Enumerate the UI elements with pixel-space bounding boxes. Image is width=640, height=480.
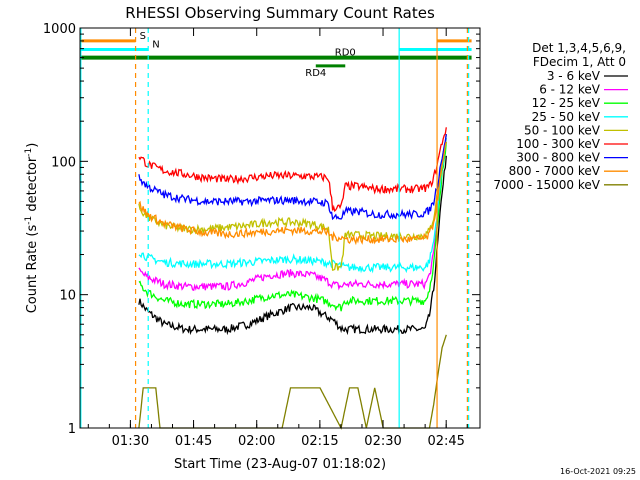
y-label-sup1: -1 (24, 216, 34, 225)
series-line-8 (138, 141, 447, 246)
legend-label-1: 3 - 6 keV (547, 69, 601, 83)
legend-label-7: 300 - 800 keV (516, 151, 600, 165)
flag-label-rd4: RD4 (305, 68, 326, 79)
legend-header-line-1: Det 1,3,4,5,6,9, (532, 41, 626, 55)
plot-frame (79, 27, 481, 429)
axes: 01:30 01:45 02:00 02:15 02:30 02:45 1 10 100 1000 (43, 22, 480, 449)
x-tick-label-1: 01:30 (112, 434, 149, 449)
y-label-sup2: -1 (24, 148, 34, 157)
x-tick-label-4: 02:15 (301, 434, 338, 449)
legend-label-9: 7000 - 15000 keV (493, 178, 600, 192)
x-axis-label: Start Time (23-Aug-07 01:18:02) (174, 457, 386, 472)
legend-label-5: 50 - 100 keV (524, 123, 601, 137)
series-line-2 (138, 137, 447, 292)
y-tick-label-3: 100 (51, 155, 76, 170)
series-line-5 (138, 134, 447, 271)
x-tick-label-6: 02:45 (427, 434, 464, 449)
y-label-end: ) (25, 143, 40, 148)
x-tick-label-5: 02:30 (364, 434, 401, 449)
series-line-4 (138, 137, 447, 274)
series-line-3 (138, 141, 447, 312)
generation-timestamp: 16-Oct-2021 09:25 (560, 467, 636, 476)
legend-header-line-2: FDecim 1, Att 0 (533, 55, 626, 69)
y-axis-label: Count Rate (s-1 detector-1) (24, 143, 40, 314)
y-tick-label-1: 1 (68, 422, 76, 437)
series-line-6 (138, 127, 447, 213)
y-tick-label-2: 10 (59, 289, 76, 304)
legend-label-6: 100 - 300 keV (516, 137, 600, 151)
y-label-mid: detector (25, 156, 40, 216)
vertical-markers (80, 28, 470, 428)
legend: Det 1,3,4,5,6,9, FDecim 1, Att 0 3 - 6 k… (493, 41, 628, 192)
flag-label-n: N (152, 39, 159, 50)
series-line-7 (138, 134, 447, 221)
x-tick-label-3: 02:00 (238, 434, 275, 449)
legend-label-3: 12 - 25 keV (532, 96, 601, 110)
legend-label-8: 800 - 7000 keV (509, 164, 601, 178)
series-layer (138, 127, 447, 430)
x-tick-label-2: 01:45 (175, 434, 212, 449)
flag-bars: SN RD0 RD4 (80, 31, 472, 79)
y-tick-label-4: 1000 (43, 22, 76, 37)
y-label-main: Count Rate (s (25, 225, 40, 314)
chart-title: RHESSI Observing Summary Count Rates (125, 4, 435, 22)
series-line-1 (138, 155, 447, 336)
flag-label-s: S (140, 31, 146, 42)
flag-label-rd0: RD0 (335, 48, 356, 59)
legend-label-4: 25 - 50 keV (532, 110, 601, 124)
legend-label-2: 6 - 12 keV (539, 83, 601, 97)
series-line-9 (138, 334, 447, 430)
